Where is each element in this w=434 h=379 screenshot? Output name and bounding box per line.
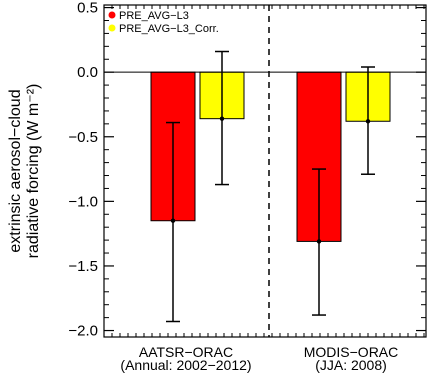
- ytick-label: −1.0: [68, 193, 98, 210]
- category-label-1-0: MODIS−ORAC: [304, 344, 399, 360]
- legend-label-0: PRE_AVG−L3: [119, 10, 189, 22]
- ylabel-line-1: radiative forcing (W m⁻²): [25, 84, 42, 259]
- mean-dot-1-1: [365, 119, 371, 124]
- mean-dot-0-0: [170, 218, 176, 223]
- mean-dot-1-0: [219, 116, 225, 121]
- y-axis-label: extrinsic aerosol−cloud radiative forcing…: [7, 84, 42, 259]
- ytick-label: 0.0: [77, 64, 98, 81]
- error-bars: [166, 50, 375, 323]
- ytick-label: −2.0: [68, 323, 98, 340]
- y-ticks: 0.5 0.0 −0.5 −1.0 −1.5 −2.0: [68, 0, 426, 340]
- legend-label-1: PRE_AVG−L3_Corr.: [119, 23, 219, 35]
- ytick-label: −0.5: [68, 129, 98, 146]
- category-label-0-0: AATSR−ORAC: [139, 344, 233, 360]
- category-labels: AATSR−ORAC(Annual: 2002−2012) MODIS−ORAC(…: [120, 344, 398, 373]
- x-ticks: [111, 5, 425, 337]
- legend-marker-0: [108, 11, 116, 19]
- category-label-1-1: (JJA: 2008): [315, 357, 387, 373]
- ytick-label: 0.5: [77, 0, 98, 17]
- category-label-0-1: (Annual: 2002−2012): [120, 357, 251, 373]
- plot-frame: [103, 4, 427, 338]
- mean-dot-0-1: [316, 239, 322, 244]
- ylabel-line-0: extrinsic aerosol−cloud: [7, 89, 24, 252]
- legend-marker-1: [108, 24, 116, 32]
- ytick-label: −1.5: [68, 258, 98, 275]
- bars: [150, 71, 391, 242]
